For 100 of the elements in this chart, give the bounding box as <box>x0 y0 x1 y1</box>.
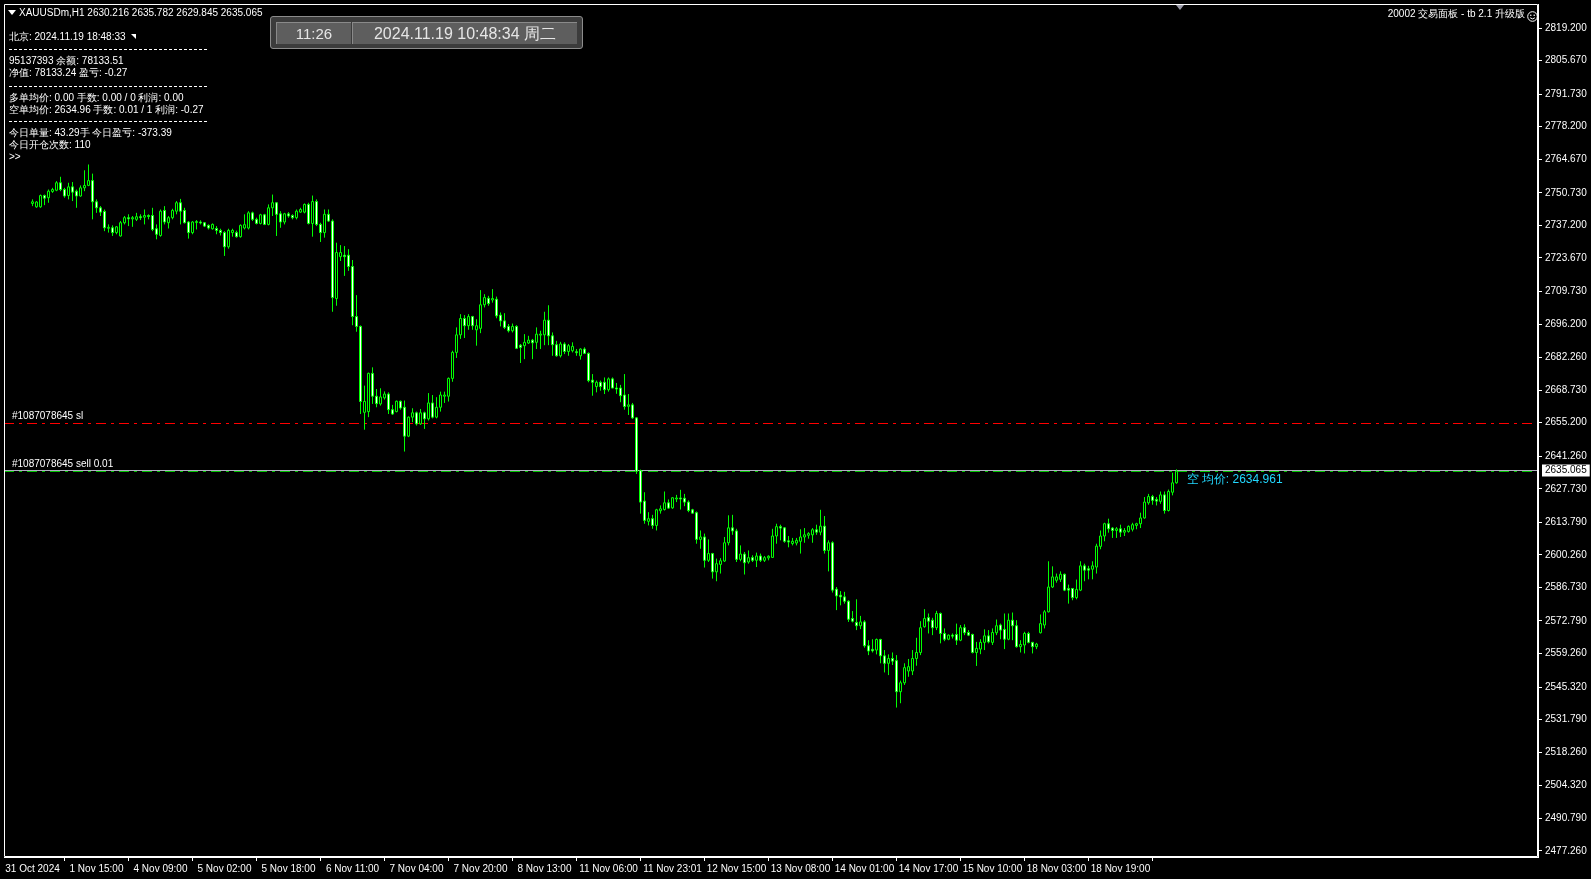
y-tick-label: 2531.790 <box>1545 713 1588 725</box>
candlestick <box>623 373 626 411</box>
y-tick-label: 2750.730 <box>1545 186 1588 198</box>
y-tick-label: 2477.260 <box>1545 844 1588 856</box>
x-tick-label: 11 Nov 06:00 <box>579 862 639 874</box>
x-tick-label: 14 Nov 17:00 <box>898 862 959 874</box>
x-tick-label: 7 Nov 20:00 <box>453 862 508 874</box>
y-tick-label: 2490.790 <box>1545 812 1588 824</box>
candlestick <box>103 208 106 232</box>
candlestick <box>1007 612 1010 641</box>
candlestick <box>935 610 938 631</box>
annotation: 今日单量: 43.29手 今日盈亏: -373.39 <box>9 127 172 138</box>
x-tick-label: 7 Nov 04:00 <box>389 862 444 874</box>
annotation: 95137393 余额: 78133.51 <box>9 55 124 66</box>
y-tick-label: 2696.200 <box>1545 317 1588 329</box>
candlestick <box>911 649 914 676</box>
y-tick-label: 2819.200 <box>1545 21 1588 33</box>
x-tick-label: 14 Nov 01:00 <box>834 862 895 874</box>
candlestick <box>479 289 482 334</box>
candlestick <box>523 333 526 360</box>
candlestick <box>71 181 74 202</box>
x-tick-label: 15 Nov 10:00 <box>962 862 1023 874</box>
candlestick <box>799 528 802 555</box>
annotation: 11:26 <box>276 22 351 44</box>
y-tick-label: 2723.670 <box>1545 251 1588 263</box>
y-tick-label: 2504.320 <box>1545 779 1588 791</box>
y-tick-label: 2682.260 <box>1545 351 1588 363</box>
x-tick-label: 8 Nov 13:00 <box>517 862 572 874</box>
candlestick <box>627 393 630 416</box>
x-tick-label: 18 Nov 19:00 <box>1090 862 1151 874</box>
candlestick <box>1023 631 1026 654</box>
annotation: 多单均价: 0.00 手数: 0.00 / 0 利润: 0.00 <box>9 92 184 103</box>
candlestick <box>427 392 430 422</box>
candlestick <box>955 623 958 646</box>
candlestick <box>547 304 550 346</box>
candlestick <box>847 599 850 623</box>
x-tick-label: 11 Nov 23:01 <box>643 862 703 874</box>
candlestick <box>223 230 226 257</box>
y-tick-label: 2655.200 <box>1545 416 1588 428</box>
candlestick <box>863 619 866 649</box>
y-tick-label: 2600.260 <box>1545 548 1588 560</box>
y-tick-label: 2572.790 <box>1545 614 1588 626</box>
annotation: 净值: 78133.24 盈亏: -0.27 <box>9 67 128 78</box>
candlestick <box>343 245 346 277</box>
x-tick-label: 4 Nov 09:00 <box>133 862 188 874</box>
candlestick <box>887 653 890 676</box>
candlestick <box>743 551 746 576</box>
candlestick <box>663 491 666 512</box>
candlestick <box>1015 619 1018 649</box>
candlestick <box>311 195 314 238</box>
y-tick-label: 2764.670 <box>1545 153 1588 165</box>
y-tick-label: 2627.730 <box>1545 482 1588 494</box>
candlestick <box>923 608 926 629</box>
x-tick-label: 12 Nov 15:00 <box>706 862 767 874</box>
candlestick <box>75 189 78 209</box>
candlestick <box>939 612 942 644</box>
candlestick <box>1143 496 1146 520</box>
y-tick-label: 2641.260 <box>1545 449 1588 461</box>
ref-line-label: 2635.065 <box>1545 464 1588 476</box>
ref-line-label: #1087078645 sell 0.01 <box>12 458 114 470</box>
candlestick <box>227 228 230 250</box>
candlestick <box>771 528 774 559</box>
x-tick-label: 1 Nov 15:00 <box>69 862 124 874</box>
candlestick <box>387 391 390 415</box>
annotation: 空 均价: 2634.961 <box>1186 471 1283 486</box>
candlestick <box>879 638 882 664</box>
candlestick <box>91 173 94 220</box>
candlestick <box>1163 491 1166 515</box>
candlestick <box>463 314 466 339</box>
candlestick <box>543 311 546 346</box>
candlestick <box>495 296 498 319</box>
x-tick-label: 31 Oct 2024 <box>5 862 61 874</box>
y-tick-label: 2668.730 <box>1545 383 1588 395</box>
x-tick-label: 18 Nov 03:00 <box>1026 862 1087 874</box>
candlestick <box>151 207 154 232</box>
ref-line-label: #1087078645 sl <box>12 410 84 422</box>
chart-title: XAUUSDm,H1 2630.216 2635.782 2629.845 2635.065 <box>19 7 263 19</box>
y-tick-label: 2545.320 <box>1545 680 1588 692</box>
annotation: 空单均价: 2634.96 手数: 0.01 / 1 利润: -0.27 <box>9 104 204 115</box>
y-tick-label: 2737.200 <box>1545 219 1588 231</box>
candlestick <box>275 201 278 237</box>
y-tick-label: 2559.260 <box>1545 647 1588 659</box>
candlestick <box>1003 612 1006 650</box>
candlestick <box>711 552 714 580</box>
candlestick <box>855 598 858 631</box>
text: >> <box>9 151 21 162</box>
y-tick-label: 2791.730 <box>1545 87 1588 99</box>
y-tick-label: 2613.790 <box>1545 516 1588 528</box>
x-tick-label: 6 Nov 11:00 <box>325 862 380 874</box>
y-tick-label: 2518.260 <box>1545 745 1588 757</box>
candlestick <box>703 533 706 569</box>
clock-panel: 11:26 2024.11.19 10:48:34 周二 <box>270 16 583 49</box>
candlestick <box>323 208 326 239</box>
y-tick-label: 2778.200 <box>1545 120 1588 132</box>
candlestick <box>927 612 930 634</box>
y-tick-label: 2805.670 <box>1545 54 1588 66</box>
y-tick-label: 2586.730 <box>1545 581 1588 593</box>
x-tick-label: 5 Nov 02:00 <box>197 862 252 874</box>
annotation: 2024.11.19 10:48:34 周二 <box>352 22 577 44</box>
candlestick <box>179 198 182 225</box>
